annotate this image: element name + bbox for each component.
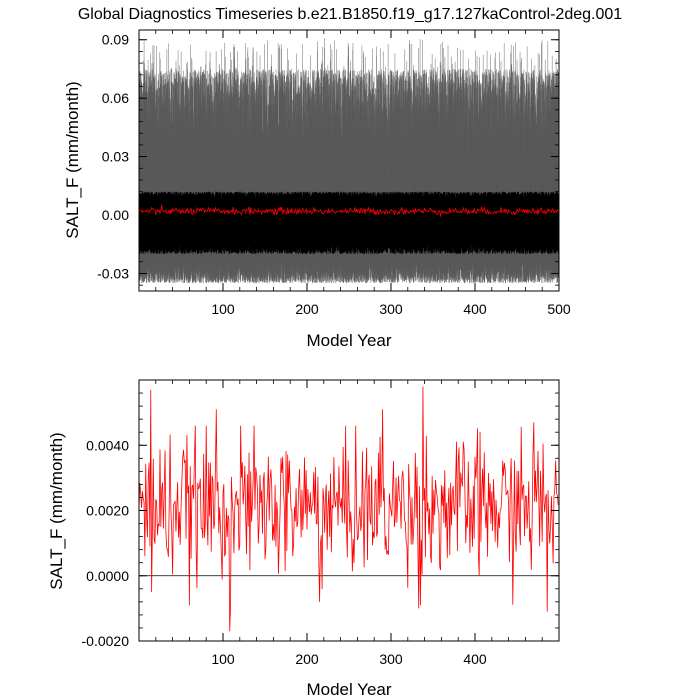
y-tick-label: -0.03: [97, 265, 129, 281]
plot-area-0: [139, 38, 559, 284]
x-tick-label: 100: [211, 651, 235, 667]
y-tick-label: 0.00: [102, 207, 129, 223]
top-xlabel: Model Year: [306, 331, 391, 350]
x-tick-label: 400: [463, 301, 487, 317]
page-title: Global Diagnostics Timeseries b.e21.B185…: [78, 6, 622, 23]
y-tick-label: 0.09: [102, 32, 129, 48]
x-tick-label: 100: [211, 301, 235, 317]
series-monthly: [139, 38, 559, 284]
y-tick-label: 0.0020: [86, 503, 129, 519]
series-annual: [139, 204, 559, 217]
x-tick-label: 200: [295, 651, 319, 667]
y-tick-label: 0.06: [102, 90, 129, 106]
y-tick-label: 0.0000: [86, 568, 129, 584]
plot-area-1: [139, 386, 559, 632]
plot-frame-0: [138, 29, 560, 292]
x-tick-label: 400: [463, 651, 487, 667]
bottom-ylabel: SALT_F (mm/month): [47, 432, 66, 589]
x-tick-label: 500: [547, 301, 571, 317]
bottom-xlabel: Model Year: [306, 680, 391, 699]
y-tick-label: -0.0020: [82, 633, 130, 649]
x-tick-label: 200: [295, 301, 319, 317]
series-annual: [139, 386, 559, 632]
y-tick-label: 0.0040: [86, 437, 129, 453]
monthly-core: [139, 191, 559, 254]
y-tick-label: 0.03: [102, 149, 129, 165]
top-ylabel: SALT_F (mm/month): [63, 81, 82, 238]
annual-panel: Model Year SALT_F (mm/month) 100 200 300 40…: [47, 379, 560, 699]
x-tick-label: 300: [379, 301, 403, 317]
x-tick-label: 300: [379, 651, 403, 667]
monthly-annual-panel: Model Year SALT_F (mm/month) 100 200 300 40…: [63, 29, 571, 350]
